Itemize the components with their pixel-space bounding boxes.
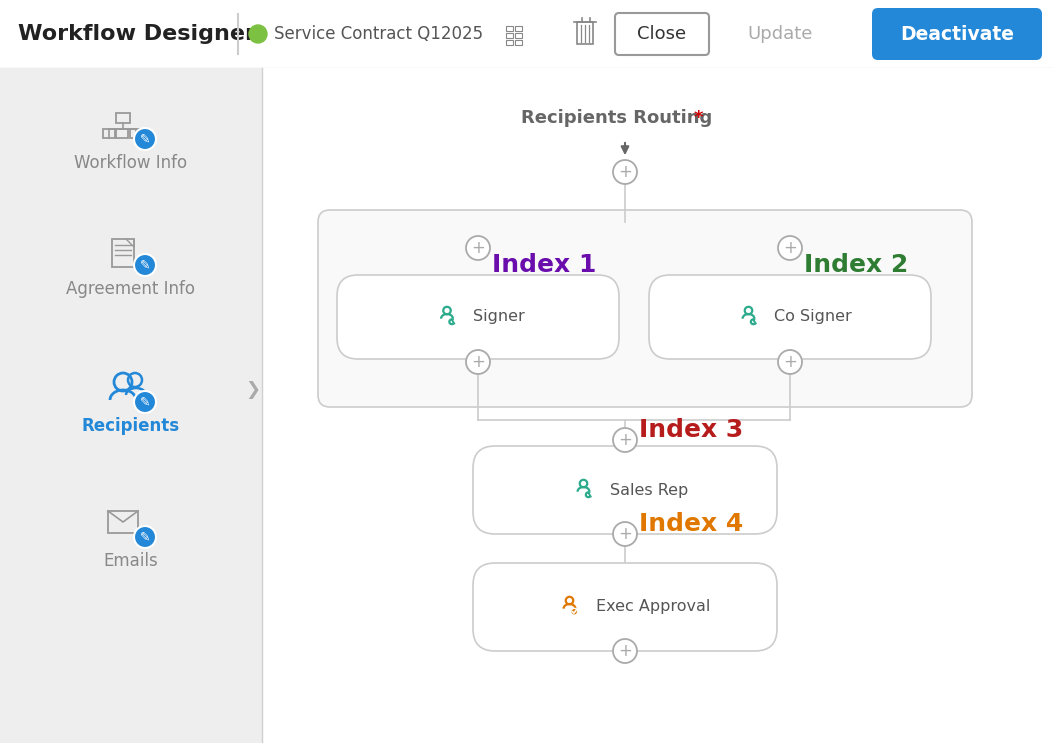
Bar — [515, 40, 522, 45]
Text: Close: Close — [637, 25, 687, 43]
Text: ✎: ✎ — [140, 132, 151, 146]
Text: ✎: ✎ — [140, 395, 151, 409]
Bar — [506, 26, 513, 31]
Text: +: + — [471, 353, 485, 371]
Text: Workflow Designer: Workflow Designer — [18, 24, 256, 44]
Circle shape — [571, 609, 578, 615]
Text: +: + — [618, 431, 632, 449]
Text: Recipients Routing: Recipients Routing — [521, 109, 713, 127]
Text: Deactivate: Deactivate — [900, 25, 1014, 44]
Text: Signer: Signer — [473, 310, 524, 325]
FancyBboxPatch shape — [473, 446, 777, 534]
Text: Service Contract Q12025: Service Contract Q12025 — [274, 25, 483, 43]
Text: Emails: Emails — [103, 552, 158, 570]
Text: Co Signer: Co Signer — [775, 310, 852, 325]
Text: Index 3: Index 3 — [639, 418, 743, 442]
Bar — [116, 113, 130, 123]
Bar — [130, 129, 142, 138]
FancyBboxPatch shape — [337, 275, 619, 359]
Bar — [108, 511, 138, 533]
Text: +: + — [618, 525, 632, 543]
Text: Recipients: Recipients — [82, 417, 180, 435]
Text: Update: Update — [748, 25, 813, 43]
FancyBboxPatch shape — [615, 13, 709, 55]
Bar — [506, 40, 513, 45]
Circle shape — [134, 526, 156, 548]
Circle shape — [466, 350, 490, 374]
Text: ✎: ✎ — [140, 531, 151, 543]
FancyBboxPatch shape — [649, 275, 931, 359]
Text: Workflow Info: Workflow Info — [75, 154, 187, 172]
Text: *: * — [693, 109, 702, 127]
Text: +: + — [783, 239, 797, 257]
Text: Sales Rep: Sales Rep — [610, 482, 688, 498]
Text: +: + — [618, 163, 632, 181]
Text: Exec Approval: Exec Approval — [596, 600, 710, 614]
Circle shape — [778, 236, 802, 260]
FancyBboxPatch shape — [473, 563, 777, 651]
Text: Index 1: Index 1 — [492, 253, 596, 277]
Bar — [515, 26, 522, 31]
Bar — [506, 33, 513, 38]
Bar — [262, 68, 1053, 743]
Text: Agreement Info: Agreement Info — [66, 280, 196, 298]
Bar — [112, 239, 134, 267]
FancyBboxPatch shape — [318, 210, 972, 407]
Bar — [0, 68, 262, 743]
Circle shape — [613, 428, 637, 452]
Text: ✎: ✎ — [140, 259, 151, 271]
Text: +: + — [618, 642, 632, 660]
Bar — [116, 129, 128, 138]
Circle shape — [134, 254, 156, 276]
Bar — [577, 22, 593, 44]
Circle shape — [466, 236, 490, 260]
Text: +: + — [471, 239, 485, 257]
Text: Index 2: Index 2 — [804, 253, 909, 277]
Bar — [515, 33, 522, 38]
FancyBboxPatch shape — [872, 8, 1042, 60]
Text: +: + — [783, 353, 797, 371]
Text: Index 4: Index 4 — [639, 512, 743, 536]
Circle shape — [613, 522, 637, 546]
Circle shape — [778, 350, 802, 374]
Circle shape — [613, 639, 637, 663]
Circle shape — [249, 25, 267, 43]
Circle shape — [613, 160, 637, 184]
Text: ❯: ❯ — [245, 381, 260, 399]
Circle shape — [134, 128, 156, 150]
Circle shape — [134, 391, 156, 413]
Bar — [103, 129, 115, 138]
Bar — [0, 0, 1053, 68]
